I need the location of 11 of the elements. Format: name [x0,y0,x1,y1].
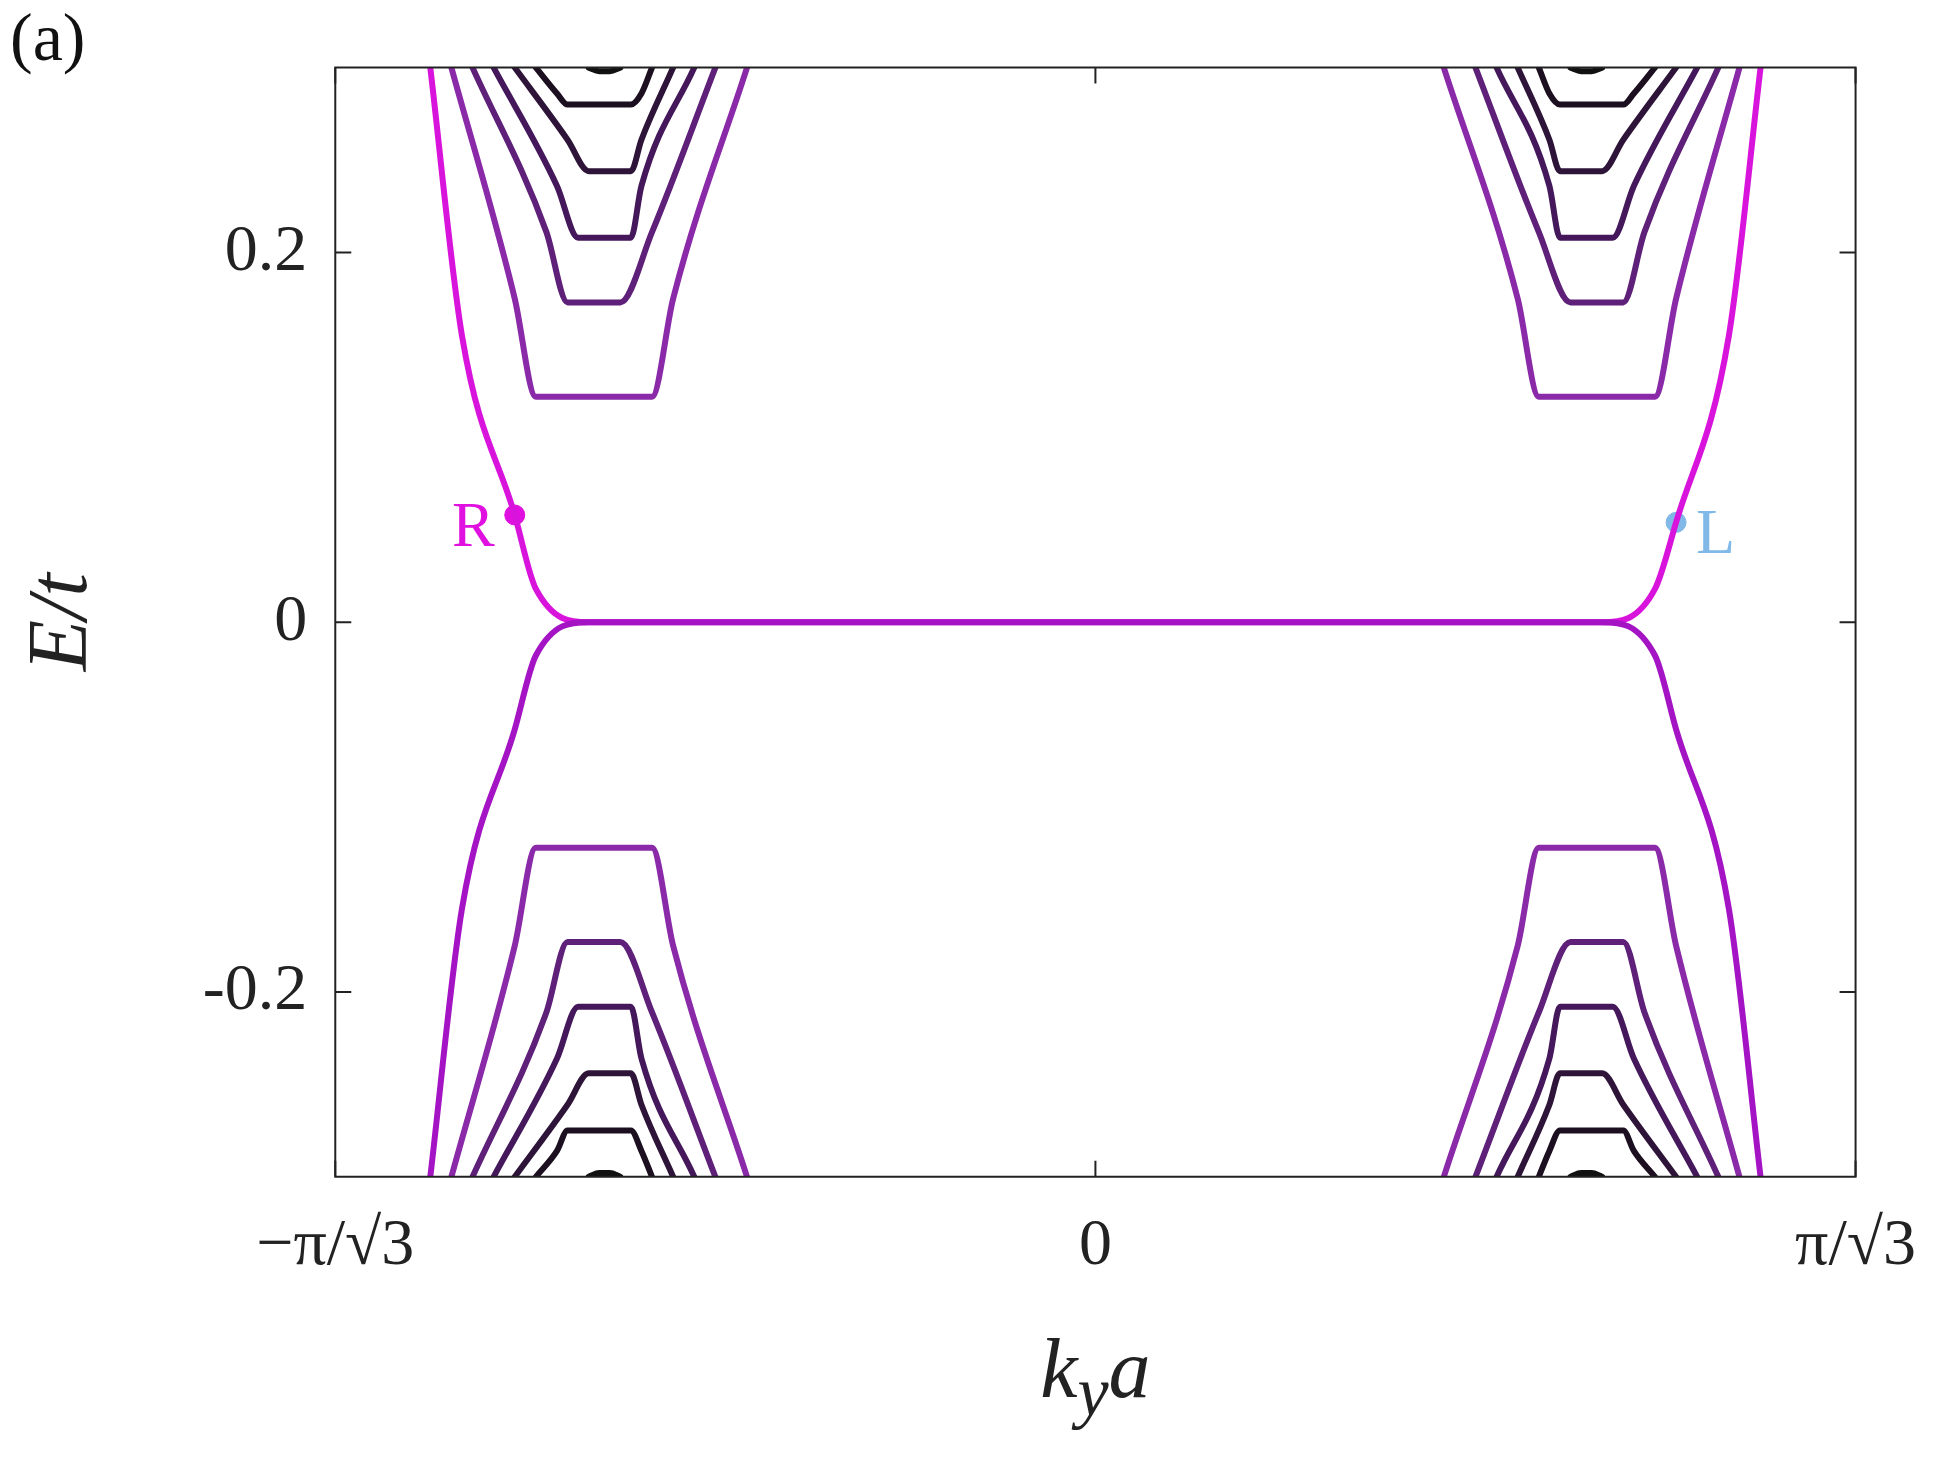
series-label: R [452,488,496,560]
x-tick-label: 0 [1078,1204,1112,1278]
x-tick-label: −π/√3 [256,1204,415,1278]
y-tick-label: 0.2 [224,210,308,284]
y-tick-label: -0.2 [202,950,308,1024]
series-label: L [1696,496,1736,568]
x-axis-title: k$_{y}$a [1040,1321,1151,1430]
x-tick-label: π/√3 [1795,1204,1916,1278]
y-tick-label: 0 [274,580,308,654]
text: (a) [10,0,86,75]
y-axis-title: E/t [11,570,105,673]
